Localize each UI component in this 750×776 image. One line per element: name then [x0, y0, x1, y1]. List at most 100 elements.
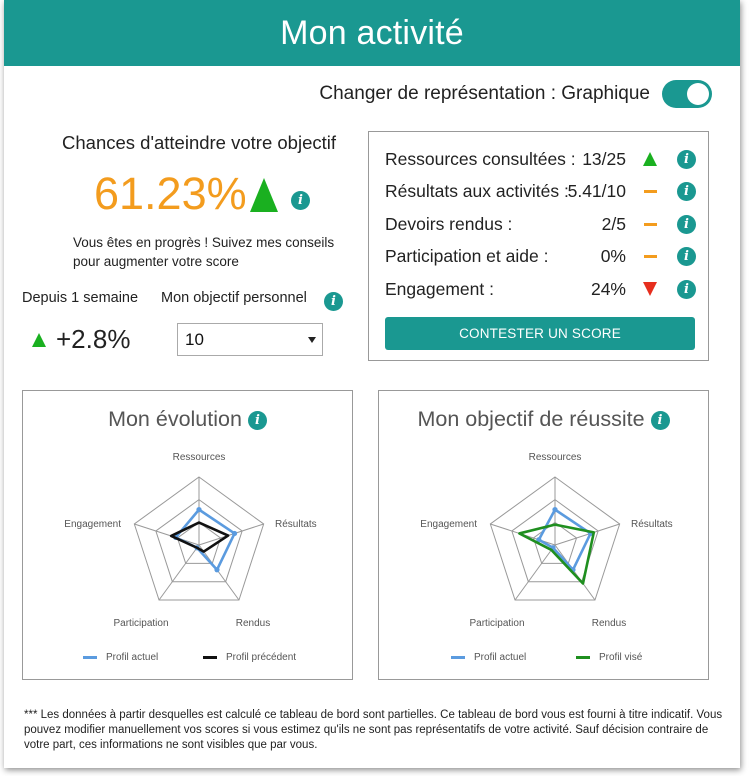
- disclaimer-text: *** Les données à partir desquelles est …: [24, 709, 723, 751]
- evolution-radar-chart: Ressources Résultats Rendus Participation En…: [64, 452, 316, 629]
- axis-label-rendus: Rendus: [592, 618, 626, 629]
- dash-icon: [643, 222, 657, 226]
- radar-point-ressources: [196, 507, 202, 513]
- radar-axis-line: [198, 523, 264, 546]
- trend-indicator: [642, 189, 658, 193]
- chart-title: Mon objectif de réussite: [417, 407, 645, 431]
- axis-label-ressources: Ressources: [173, 452, 226, 463]
- toggle-knob: [687, 83, 709, 105]
- week-label: Depuis 1 semaine: [22, 290, 139, 306]
- info-icon[interactable]: i: [650, 411, 670, 430]
- score-label: Engagement :: [385, 278, 494, 299]
- legend-item: Profil actuel: [451, 652, 526, 663]
- info-icon[interactable]: i: [291, 191, 310, 210]
- axis-label-participation: Participation: [113, 618, 168, 629]
- info-icon[interactable]: i: [677, 181, 696, 201]
- radar-axis-line: [134, 523, 200, 546]
- radar-grid-ring: [155, 499, 243, 583]
- radar-axis-line: [554, 523, 620, 546]
- score-value: 0%: [600, 245, 626, 266]
- radar-axis-line: [158, 544, 200, 601]
- dash-icon: [643, 254, 657, 258]
- week-change-value: +2.8%: [56, 324, 131, 354]
- score-row-homework: Devoirs rendus : 2/5 i: [385, 212, 696, 236]
- legend-swatch: [203, 656, 217, 659]
- radar-point-ressources: [552, 507, 558, 513]
- arrow-up-icon: [250, 178, 278, 212]
- trend-indicator: [642, 254, 658, 258]
- radar-point-rendus: [214, 567, 220, 573]
- legend-swatch: [83, 656, 97, 659]
- evolution-chart-panel: Ressources Résultats Rendus Participation En…: [22, 390, 353, 680]
- page-title: Mon activité: [280, 13, 464, 52]
- score-row-results: Résultats aux activités : 5.41/10 i: [385, 179, 696, 203]
- radar-axis-line: [554, 544, 596, 601]
- radar-series-current: [537, 508, 592, 572]
- radar-axis-line: [514, 544, 556, 601]
- chart-title-row: Mon évolution i: [23, 407, 352, 432]
- representation-toggle-switch[interactable]: [662, 80, 712, 108]
- score-label: Devoirs rendus :: [385, 213, 513, 234]
- objective-chart-panel: Ressources Résultats Rendus Participation En…: [378, 390, 709, 680]
- legend-label: Profil visé: [599, 652, 643, 663]
- representation-toggle-row: Changer de représentation : Graphique: [319, 80, 712, 108]
- legend-label: Profil précédent: [226, 652, 297, 663]
- info-icon[interactable]: i: [677, 246, 696, 266]
- legend-item: Profil précédent: [203, 652, 296, 663]
- activity-dashboard: Mon activité Changer de représentation :…: [4, 0, 740, 768]
- radar-point-resultats: [231, 530, 238, 537]
- progress-message: Vous êtes en progrès ! Suivez mes consei…: [73, 235, 335, 269]
- radar-grid-ring: [489, 476, 621, 601]
- radar-series-previous: [169, 521, 230, 553]
- chances-score: 61.23%: [94, 168, 247, 219]
- info-icon[interactable]: i: [677, 149, 696, 169]
- radar-grid-ring: [532, 521, 578, 564]
- score-value: 5.41/10: [567, 180, 626, 201]
- score-label: Ressources consultées :: [385, 148, 576, 169]
- radar-point-engagement: [536, 537, 542, 543]
- axis-label-engagement: Engagement: [64, 519, 121, 530]
- arrow-up-icon: [32, 333, 46, 347]
- header-bar: Mon activité: [4, 0, 740, 66]
- radar-grid-ring: [511, 499, 599, 583]
- legend-swatch: [576, 656, 590, 659]
- scores-panel: Ressources consultées : 13/25 i Résultat…: [368, 131, 709, 361]
- score-value: 24%: [590, 278, 626, 299]
- legend-label: Profil actuel: [106, 652, 159, 663]
- info-icon[interactable]: i: [247, 411, 267, 430]
- axis-label-engagement: Engagement: [420, 519, 477, 530]
- legend-label: Profil actuel: [474, 652, 527, 663]
- radar-series-target: [518, 523, 596, 585]
- chart-title-row: Mon objectif de réussite i: [379, 407, 708, 432]
- legend-item: Profil visé: [576, 652, 642, 663]
- trend-indicator: [642, 282, 658, 296]
- info-icon[interactable]: i: [324, 292, 343, 311]
- axis-label-rendus: Rendus: [236, 618, 270, 629]
- personal-goal-selected-value: 10: [185, 329, 204, 349]
- personal-goal-select[interactable]: 10: [177, 323, 323, 356]
- score-row-participation: Participation et aide : 0% i: [385, 244, 696, 268]
- score-row-engagement: Engagement : 24% i: [385, 277, 696, 301]
- score-value: 13/25: [582, 148, 626, 169]
- chevron-down-icon: [308, 337, 316, 343]
- axis-label-ressources: Ressources: [529, 452, 582, 463]
- arrow-down-icon: [643, 282, 657, 296]
- legend-swatch: [451, 656, 465, 659]
- axis-label-resultats: Résultats: [631, 519, 673, 530]
- contest-score-button[interactable]: CONTESTER UN SCORE: [385, 317, 695, 350]
- score-label: Participation et aide :: [385, 245, 549, 266]
- score-label: Résultats aux activités :: [385, 180, 569, 201]
- info-icon[interactable]: i: [677, 279, 696, 299]
- dash-icon: [643, 189, 657, 193]
- arrow-up-icon: [643, 152, 657, 166]
- personal-goal-label: Mon objectif personnel: [161, 290, 307, 306]
- score-row-resources: Ressources consultées : 13/25 i: [385, 147, 696, 171]
- trend-indicator: [642, 222, 658, 226]
- radar-axis-line: [198, 544, 240, 601]
- chart-title: Mon évolution: [108, 407, 242, 431]
- info-icon[interactable]: i: [677, 214, 696, 234]
- chances-title: Chances d'atteindre votre objectif: [62, 132, 336, 153]
- representation-toggle-label: Changer de représentation : Graphique: [319, 83, 650, 104]
- axis-label-participation: Participation: [469, 618, 524, 629]
- legend-item: Profil actuel: [83, 652, 158, 663]
